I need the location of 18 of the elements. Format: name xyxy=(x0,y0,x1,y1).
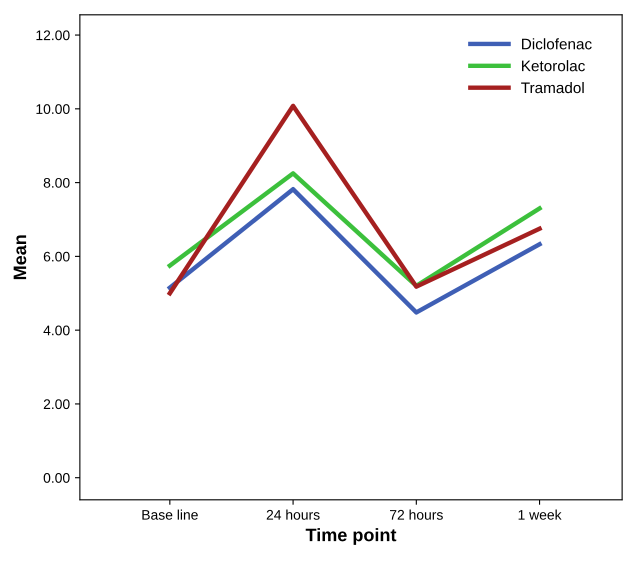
x-tick-label: 72 hours xyxy=(390,510,443,520)
line-series xyxy=(168,187,542,315)
y-tick-label: 0.00 xyxy=(44,473,70,483)
line-series xyxy=(168,104,542,296)
y-tick-label: 4.00 xyxy=(43,325,70,336)
x-axis-title: Time point xyxy=(306,528,396,545)
legend-label: Ketorolac xyxy=(522,60,585,72)
y-tick-label: 12.00 xyxy=(36,30,70,40)
x-tick-label: 24 hours xyxy=(266,510,320,520)
y-tick-label: 2.00 xyxy=(44,399,70,410)
y-tick-label: 6.00 xyxy=(44,252,70,262)
y-tick-label: 10.00 xyxy=(36,104,70,114)
x-tick-label: 1 week xyxy=(518,510,562,520)
y-tick-label: 8.00 xyxy=(44,178,70,188)
y-axis-title: Mean xyxy=(14,235,26,280)
legend-label: Tramadol xyxy=(521,82,584,94)
legend-label: Diclofenac xyxy=(522,38,592,50)
x-tick-label: Base line xyxy=(142,510,198,520)
